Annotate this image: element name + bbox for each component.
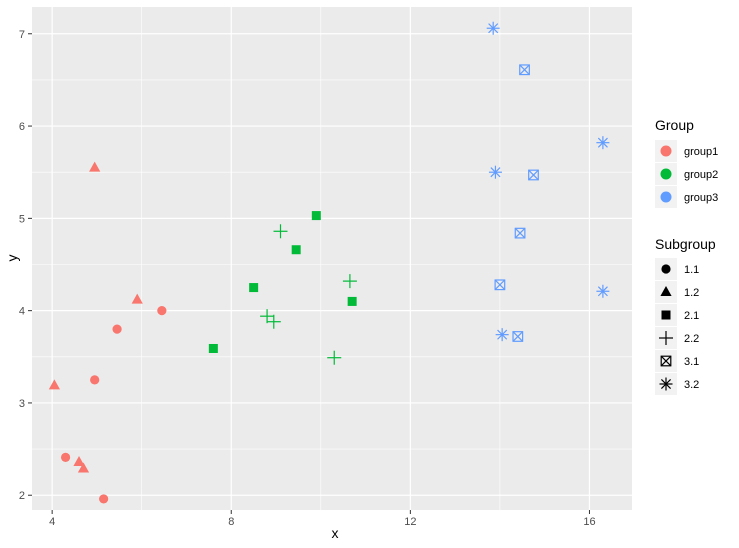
data-point-group1: [99, 494, 109, 504]
legend-label-2.2: 2.2: [684, 333, 699, 345]
data-point-group2: [266, 314, 281, 329]
legend-key-asterisk: [659, 377, 673, 391]
group-legend: Group group1 group2 group3: [655, 117, 718, 208]
data-point-group3: [512, 331, 524, 342]
y-tick-label: 4: [19, 306, 25, 318]
data-point-group2: [327, 350, 342, 365]
legend-key-dot: [660, 168, 672, 180]
legend-key-circle: [661, 264, 671, 274]
subgroup-legend-title: Subgroup: [655, 236, 716, 252]
data-point-group3: [495, 328, 509, 342]
data-point-group1: [48, 379, 60, 390]
data-point-group1: [112, 324, 122, 334]
x-axis-title: x: [332, 525, 339, 541]
data-point-group1: [157, 306, 167, 316]
legend-label-2.1: 2.1: [684, 310, 699, 322]
plot-panel: [32, 7, 632, 510]
legend-key-triangle: [660, 286, 672, 296]
data-point-group3: [596, 284, 610, 298]
data-point-group3: [488, 165, 502, 179]
x-tick-label: 12: [404, 516, 416, 528]
x-tick-label: 4: [49, 516, 55, 528]
y-tick-label: 3: [19, 398, 25, 410]
data-point-group2: [249, 283, 259, 293]
data-point-group2: [342, 274, 357, 289]
data-point-group2: [273, 224, 288, 239]
y-axis-title: y: [4, 255, 20, 262]
data-point-group3: [486, 21, 500, 35]
data-point-group3: [519, 64, 530, 76]
grid-lines: [32, 7, 632, 510]
legend-label-group3: group3: [684, 192, 718, 204]
data-point-group2: [260, 309, 275, 324]
data-point-group2: [291, 245, 301, 255]
data-point-group2: [208, 343, 218, 353]
axis-ticks: 4 8 12 16 2 3 4 5 6 7: [19, 29, 596, 528]
legend-key-square: [661, 310, 671, 320]
data-point-group1: [131, 293, 143, 304]
data-point-group1: [73, 456, 85, 467]
data-point-group3: [528, 169, 539, 181]
legend-key-dot: [660, 145, 672, 157]
legend-label-3.2: 3.2: [684, 379, 699, 391]
legend-key-boxed-x: [660, 355, 672, 367]
data-point-group3: [494, 279, 506, 291]
data-point-group2: [311, 211, 321, 221]
legend-key-dot: [660, 191, 672, 203]
x-tick-label: 16: [583, 516, 595, 528]
x-tick-label: 8: [228, 516, 234, 528]
y-tick-label: 5: [19, 213, 25, 225]
data-points: [48, 21, 610, 504]
data-point-group1: [90, 375, 100, 385]
legend-key-plus: [659, 331, 673, 345]
legend-label-group2: group2: [684, 169, 718, 181]
legend-label-1.2: 1.2: [684, 287, 699, 299]
y-tick-label: 7: [19, 29, 25, 41]
data-point-group1: [77, 462, 90, 473]
legend-label-1.1: 1.1: [684, 264, 699, 276]
legend-label-group1: group1: [684, 146, 718, 158]
data-point-group1: [89, 161, 101, 172]
data-point-group2: [347, 296, 357, 306]
legend-label-3.1: 3.1: [684, 356, 699, 368]
subgroup-legend: Subgroup 1.1 1.2 2.1 2.2 3.1 3.2: [655, 236, 716, 395]
data-point-group3: [596, 136, 610, 150]
data-point-group3: [514, 227, 526, 239]
data-point-group1: [60, 452, 71, 462]
y-tick-label: 2: [19, 490, 25, 502]
group-legend-title: Group: [655, 117, 694, 133]
y-tick-label: 6: [19, 121, 25, 133]
